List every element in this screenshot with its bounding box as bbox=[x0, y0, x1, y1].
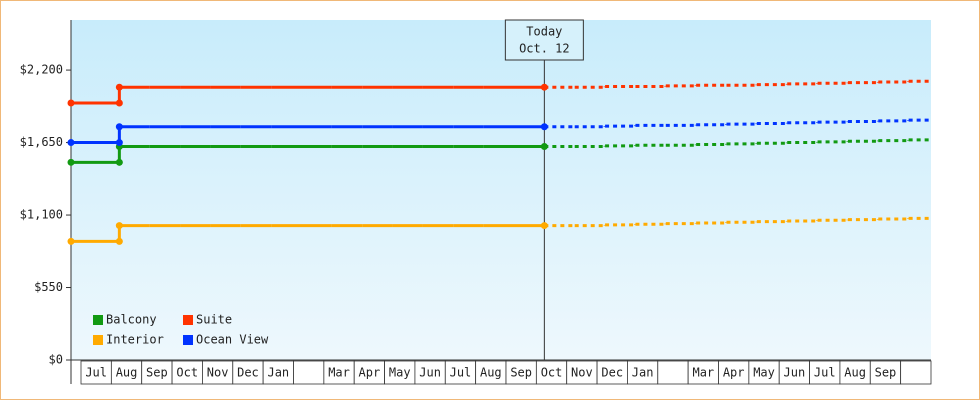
x-cell bbox=[657, 360, 689, 385]
point bbox=[115, 158, 123, 166]
x-tick-label: Jan bbox=[632, 366, 654, 380]
legend-swatch bbox=[183, 315, 193, 325]
point bbox=[115, 237, 123, 245]
y-tick-label: $0 bbox=[49, 353, 63, 367]
x-tick-label: Apr bbox=[723, 366, 745, 380]
x-tick-label: Oct bbox=[176, 366, 198, 380]
x-tick-label: Mar bbox=[692, 366, 714, 380]
x-tick-label: Mar bbox=[328, 366, 350, 380]
point bbox=[67, 139, 75, 147]
legend-label: Balcony bbox=[106, 313, 157, 327]
point bbox=[115, 123, 123, 131]
legend-swatch bbox=[93, 335, 103, 345]
legend-swatch bbox=[183, 335, 193, 345]
point bbox=[67, 158, 75, 166]
y-tick-label: $1,100 bbox=[20, 208, 63, 222]
x-tick-label: Dec bbox=[601, 366, 623, 380]
legend-label: Suite bbox=[196, 313, 232, 327]
point bbox=[115, 83, 123, 91]
point bbox=[67, 237, 75, 245]
x-tick-label: Sep bbox=[875, 366, 897, 380]
y-tick-label: $550 bbox=[34, 280, 63, 294]
point bbox=[67, 99, 75, 107]
x-cell bbox=[900, 360, 932, 385]
x-tick-label: Jan bbox=[267, 366, 289, 380]
x-tick-label: Aug bbox=[844, 366, 866, 380]
x-tick-label: Sep bbox=[510, 366, 532, 380]
plot-area bbox=[71, 20, 931, 360]
x-tick-label: Aug bbox=[480, 366, 502, 380]
x-tick-label: Jul bbox=[450, 366, 472, 380]
y-tick-label: $2,200 bbox=[20, 63, 63, 77]
x-tick-label: Nov bbox=[571, 366, 593, 380]
x-tick-label: Dec bbox=[237, 366, 259, 380]
y-tick-label: $1,650 bbox=[20, 135, 63, 149]
legend-swatch bbox=[93, 315, 103, 325]
x-tick-label: Apr bbox=[359, 366, 381, 380]
legend-label: Ocean View bbox=[196, 333, 269, 347]
x-tick-label: Jul bbox=[814, 366, 836, 380]
x-tick-label: Nov bbox=[207, 366, 229, 380]
x-tick-label: Sep bbox=[146, 366, 168, 380]
today-date: Oct. 12 bbox=[519, 42, 570, 56]
x-tick-label: Oct bbox=[541, 366, 563, 380]
series bbox=[67, 138, 931, 166]
x-tick-label: May bbox=[753, 366, 775, 380]
x-tick-label: Jun bbox=[419, 366, 441, 380]
x-tick-label: Aug bbox=[116, 366, 138, 380]
point bbox=[115, 139, 123, 147]
today-label: Today bbox=[526, 25, 562, 39]
x-tick-label: Jun bbox=[784, 366, 806, 380]
series bbox=[67, 79, 931, 107]
point bbox=[115, 99, 123, 107]
series bbox=[67, 216, 931, 245]
point bbox=[115, 222, 123, 230]
x-tick-label: May bbox=[389, 366, 411, 380]
x-cell bbox=[293, 360, 325, 385]
legend-label: Interior bbox=[106, 333, 164, 347]
series bbox=[67, 118, 931, 147]
today-box bbox=[504, 19, 584, 61]
x-tick-label: Jul bbox=[85, 366, 107, 380]
